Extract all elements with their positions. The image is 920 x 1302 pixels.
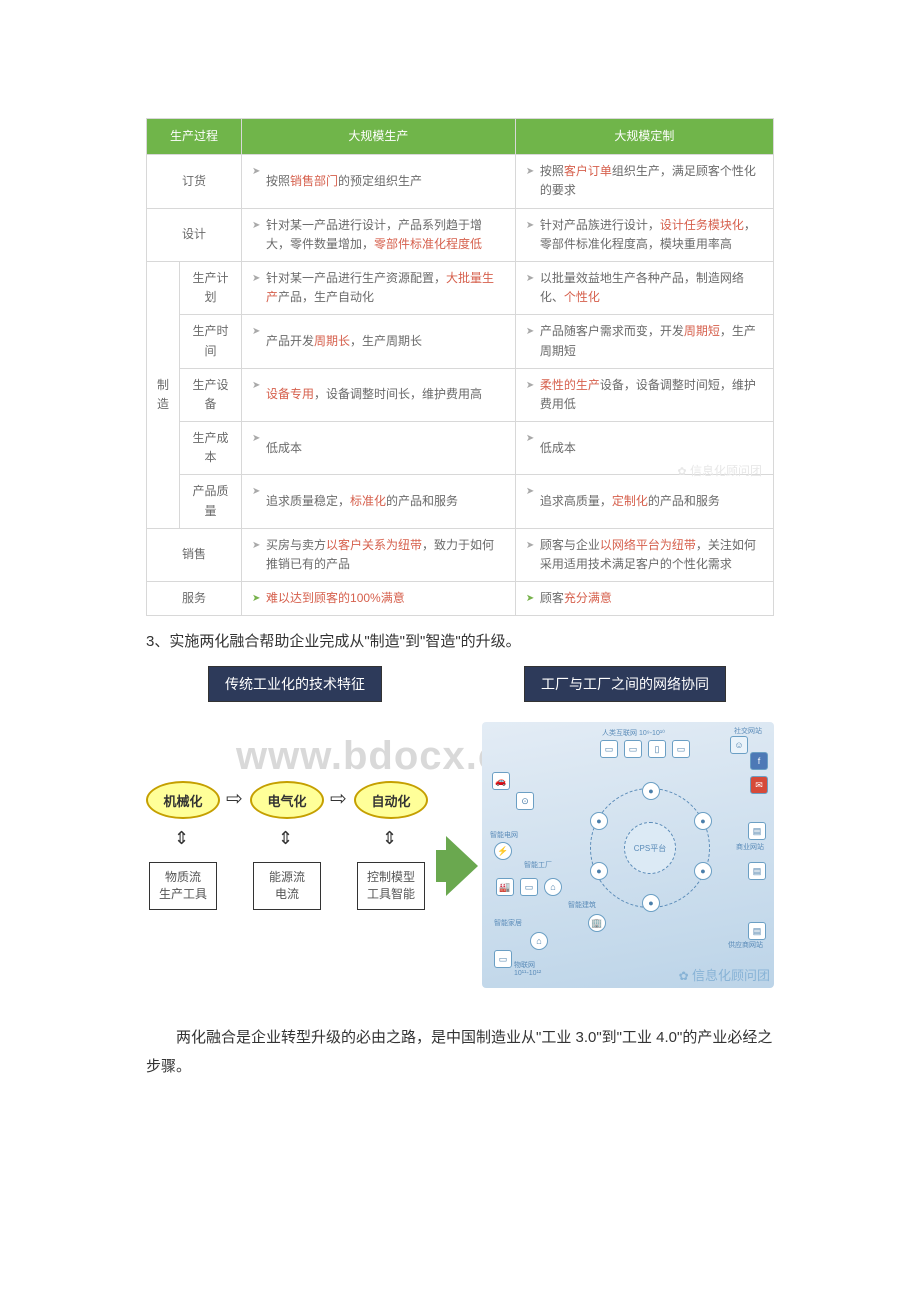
row-label: 产品质量 — [180, 475, 242, 528]
row-label: 生产计划 — [180, 261, 242, 314]
comparison-table: 生产过程 大规模生产 大规模定制 订货按照销售部门的预定组织生产按照客户订单组织… — [146, 118, 774, 616]
table-cell: 按照客户订单组织生产，满足顾客个性化的要求 — [515, 155, 773, 208]
row-label: 生产时间 — [180, 315, 242, 368]
row-label: 设计 — [147, 208, 242, 261]
row-label: 服务 — [147, 582, 242, 616]
rect-energy-flow: 能源流电流 — [253, 862, 321, 910]
header-mass-prod: 大规模生产 — [242, 119, 516, 155]
table-cell: 低成本 — [242, 422, 516, 475]
label-smartbuilding: 智能建筑 — [568, 900, 596, 910]
diagram-title-left: 传统工业化的技术特征 — [208, 666, 382, 702]
table-cell: 产品随客户需求而变，开发周期短，生产周期短 — [515, 315, 773, 368]
table-cell: 针对某一产品进行设计，产品系列趋于增大，零件数量增加，零部件标准化程度低 — [242, 208, 516, 261]
table-cell: 以批量效益地生产各种产品，制造网络化、个性化 — [515, 261, 773, 314]
device-icon: ▭ — [600, 740, 618, 758]
big-arrow-icon — [446, 836, 478, 896]
device-icon: ▭ — [624, 740, 642, 758]
device-icon: ▯ — [648, 740, 666, 758]
row-label: 生产设备 — [180, 368, 242, 421]
table-cell: 针对产品族进行设计，设计任务模块化，零部件标准化程度高，模块重用率高 — [515, 208, 773, 261]
net-label-top: 人类互联网 10⁹-10¹⁰ — [602, 728, 665, 738]
body-paragraph: 两化融合是企业转型升级的必由之路，是中国制造业从"工业 3.0"到"工业 4.0… — [146, 1024, 774, 1081]
table-cell: 低成本 — [515, 422, 773, 475]
table-cell: 难以达到顾客的100%满意 — [242, 582, 516, 616]
rect-material-flow: 物质流生产工具 — [149, 862, 217, 910]
building-icon: 🏢 — [588, 914, 606, 932]
ellipse-automation: 自动化 — [354, 781, 428, 819]
row-label: 订货 — [147, 155, 242, 208]
home-icon: ⌂ — [530, 932, 548, 950]
ring-icon: ● — [642, 894, 660, 912]
cps-core: CPS平台 — [624, 822, 676, 874]
table-cell: 顾客充分满意 — [515, 582, 773, 616]
arrow-icon: ⇨ — [226, 786, 243, 811]
factory-icon: ▭ — [520, 878, 538, 896]
ring-icon: ● — [694, 862, 712, 880]
diagram: 传统工业化的技术特征 工厂与工厂之间的网络协同 www.bdocx.com 机械… — [146, 666, 774, 1006]
table-cell: 追求高质量，定制化的产品和服务 — [515, 475, 773, 528]
arrow-icon: ⇕ — [382, 828, 397, 849]
label-smarthome: 智能家居 — [494, 918, 522, 928]
table-cell: 针对某一产品进行生产资源配置，大批量生产产品，生产自动化 — [242, 261, 516, 314]
arrow-icon: ⇨ — [330, 786, 347, 811]
row-group-label: 制造 — [147, 261, 180, 528]
factory-icon: ⌂ — [544, 878, 562, 896]
facebook-icon: f — [750, 752, 768, 770]
ring-icon: ● — [694, 812, 712, 830]
ellipse-electrification: 电气化 — [250, 781, 324, 819]
diagram-watermark: ✿ 信息化顾问团 — [679, 965, 770, 984]
row-label: 销售 — [147, 528, 242, 581]
table-cell: 买房与卖方以客户关系为纽带，致力于如何推销已有的产品 — [242, 528, 516, 581]
arrow-icon: ⇕ — [174, 828, 189, 849]
label-smartfactory: 智能工厂 — [524, 860, 552, 870]
table-cell: 设备专用，设备调整时间长，维护费用高 — [242, 368, 516, 421]
arrow-icon: ⇕ — [278, 828, 293, 849]
commerce-icon: ▤ — [748, 822, 766, 840]
device-icon: ▭ — [672, 740, 690, 758]
label-social: 社交网站 — [734, 726, 762, 736]
label-smartgrid: 智能电网 — [490, 830, 518, 840]
mail-icon: ✉ — [750, 776, 768, 794]
commerce-icon: ▤ — [748, 862, 766, 880]
ellipse-mechanization: 机械化 — [146, 781, 220, 819]
grid-icon: ⚡ — [494, 842, 512, 860]
supplier-icon: ▤ — [748, 922, 766, 940]
bike-icon: ⊙ — [516, 792, 534, 810]
network-panel: 人类互联网 10⁹-10¹⁰ ▭ ▭ ▯ ▭ ☺ f ✉ 社交网站 CPS平台 … — [482, 722, 774, 988]
header-process: 生产过程 — [147, 119, 242, 155]
section-numbered-text: 3、实施两化融合帮助企业完成从"制造"到"智造"的升级。 — [146, 630, 774, 654]
table-cell: 产品开发周期长，生产周期长 — [242, 315, 516, 368]
car-icon: 🚗 — [492, 772, 510, 790]
table-cell: 追求质量稳定，标准化的产品和服务 — [242, 475, 516, 528]
header-mass-custom: 大规模定制 — [515, 119, 773, 155]
label-commerce: 商业网站 — [736, 842, 764, 852]
iot-icon: ▭ — [494, 950, 512, 968]
label-supplier: 供应商网站 — [728, 940, 763, 950]
label-iot: 物联网10¹¹-10¹² — [514, 962, 541, 977]
social-icon: ☺ — [730, 736, 748, 754]
diagram-title-right: 工厂与工厂之间的网络协同 — [524, 666, 726, 702]
factory-icon: 🏭 — [496, 878, 514, 896]
rect-control-model: 控制模型工具智能 — [357, 862, 425, 910]
table-cell: 按照销售部门的预定组织生产 — [242, 155, 516, 208]
table-cell: 顾客与企业以网络平台为纽带，关注如何采用适用技术满足客户的个性化需求 — [515, 528, 773, 581]
table-cell: 柔性的生产设备，设备调整时间短，维护费用低 — [515, 368, 773, 421]
row-label: 生产成本 — [180, 422, 242, 475]
